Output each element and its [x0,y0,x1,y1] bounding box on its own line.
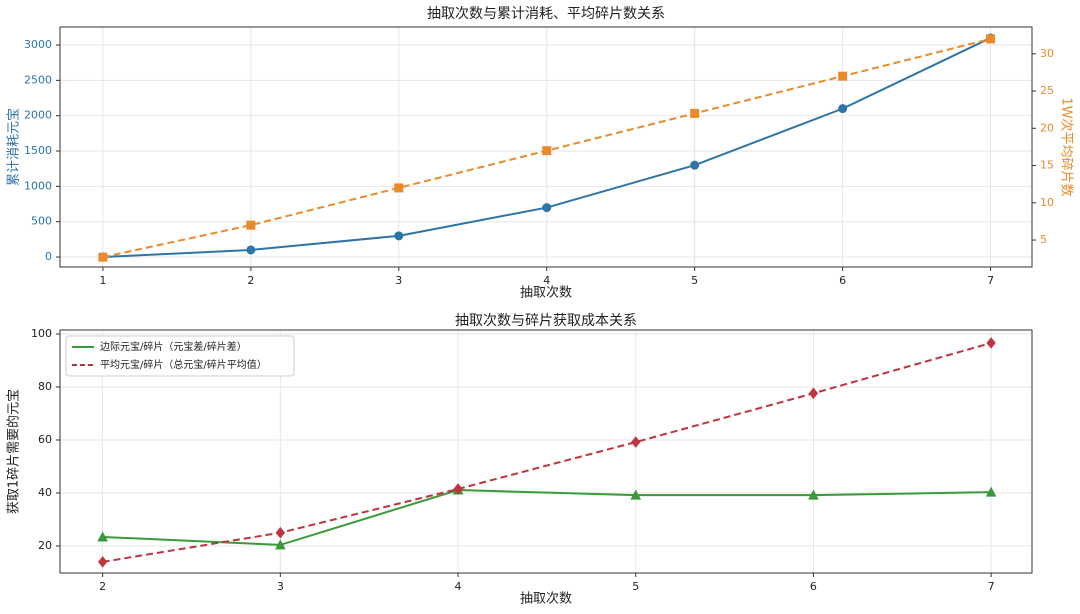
y-tick-label: 20 [38,539,52,552]
y-tick-label: 0 [45,250,52,263]
y-tick-label: 80 [38,380,52,393]
marker [453,483,463,495]
marker [690,108,700,118]
y2-tick-label: 5 [1040,233,1047,246]
x-tick-label: 4 [455,580,462,593]
marker [986,34,996,44]
marker [690,160,700,170]
x-tick-label: 2 [99,580,106,593]
series-line [102,342,992,563]
marker [630,489,642,500]
marker [542,203,552,213]
x-tick-label: 1 [99,274,106,287]
x-tick-label: 5 [691,274,698,287]
marker [275,539,286,550]
x-tick-label: 6 [810,580,817,593]
chart-title: 抽取次数与累计消耗、平均碎片数关系 [427,6,665,22]
x-tick-label: 7 [988,580,995,593]
y-tick-label: 1500 [24,144,52,157]
marker [985,486,997,497]
y-tick-label: 500 [31,215,52,228]
y-tick-label: 40 [38,486,52,499]
plot-frame [59,26,1033,268]
marker [98,556,108,568]
y-tick-label: 1000 [24,179,52,192]
y2-tick-label: 25 [1040,84,1054,97]
x-axis-label: 抽取次数 [520,285,572,301]
marker [394,231,404,241]
marker [631,436,641,448]
y-tick-label: 3000 [24,38,52,51]
marker [838,104,848,114]
marker [98,252,108,262]
x-tick-label: 3 [395,274,402,287]
y-tick-label: 100 [31,327,52,340]
y2-tick-label: 10 [1040,196,1054,209]
legend-box [65,335,295,377]
y-tick-label: 2000 [24,109,52,122]
x-axis-label: 抽取次数 [520,591,572,607]
x-tick-label: 6 [839,274,846,287]
chart-title: 抽取次数与碎片获取成本关系 [455,313,637,329]
marker [246,220,256,230]
x-tick-label: 2 [247,274,254,287]
marker [275,526,285,539]
marker [542,146,552,156]
y2-tick-label: 15 [1040,159,1054,172]
y-axis-label: 累计消耗元宝 [7,108,22,186]
marker [394,183,404,193]
marker [838,71,848,81]
plot-frame [59,329,1033,574]
marker [986,337,996,349]
marker [246,245,256,255]
y2-axis-label: 1W次平均碎片数 [1059,97,1075,196]
marker [808,387,819,400]
legend-label: 平均元宝/碎片（总元宝/碎片平均值） [100,358,267,371]
marker [808,489,819,500]
y2-tick-label: 20 [1040,121,1054,134]
legend-label: 边际元宝/碎片（元宝差/碎片差） [100,340,247,353]
y-tick-label: 2500 [24,73,52,86]
marker [97,531,108,542]
y-axis-label: 获取1碎片需要的元宝 [6,389,22,514]
x-tick-label: 3 [277,580,284,593]
y2-tick-label: 30 [1040,47,1054,60]
y-tick-label: 60 [38,433,52,446]
x-tick-label: 4 [543,274,550,287]
series-line [102,489,992,546]
x-tick-label: 7 [987,274,994,287]
x-tick-label: 5 [632,580,639,593]
